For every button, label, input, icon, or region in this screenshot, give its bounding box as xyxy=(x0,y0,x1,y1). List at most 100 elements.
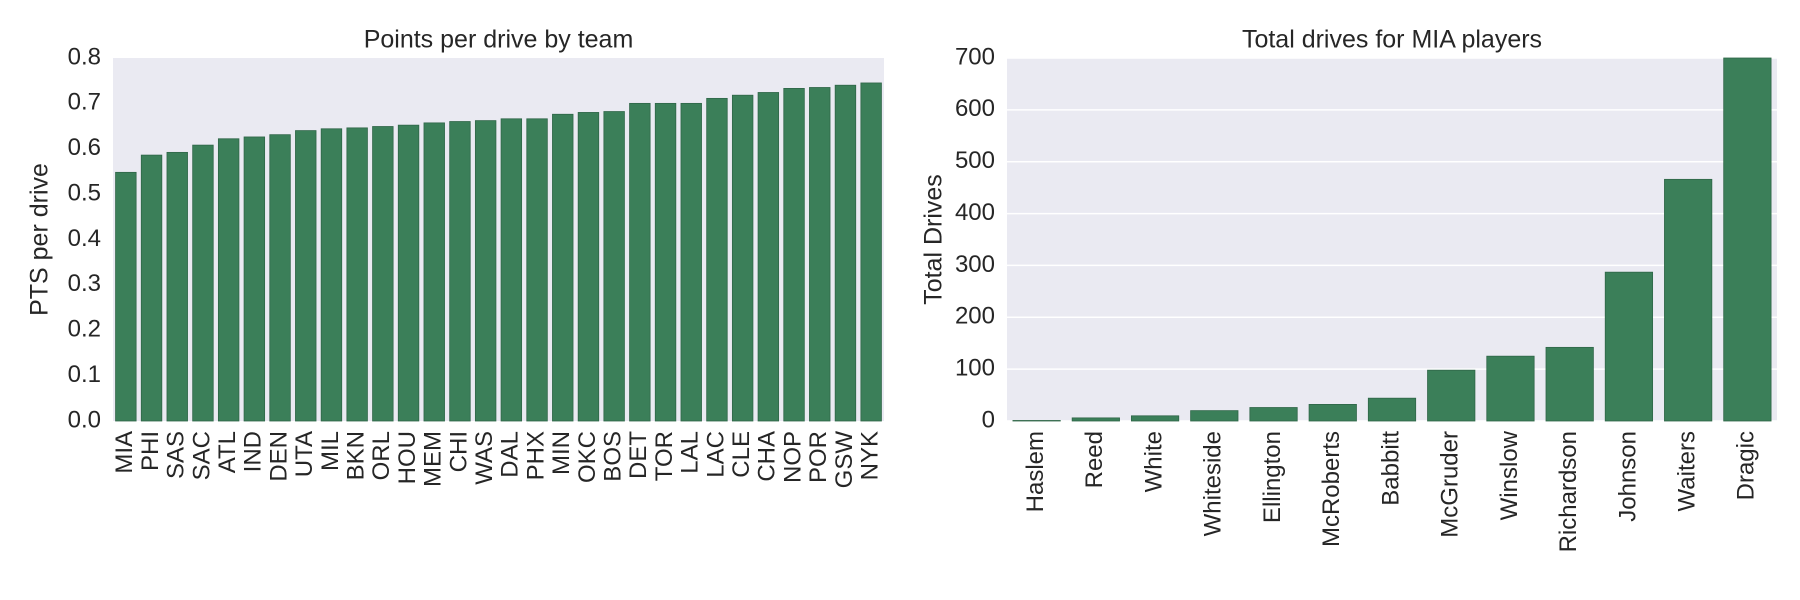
bar xyxy=(320,128,343,422)
bar xyxy=(372,126,394,422)
bar xyxy=(731,94,754,422)
x-tick-label: TOR xyxy=(651,431,678,481)
x-tick-label: BOS xyxy=(599,431,626,482)
y-tick-label: 0.2 xyxy=(68,316,101,343)
x-tick-label: SAC xyxy=(188,431,215,480)
chart-title: Points per drive by team xyxy=(364,26,634,54)
x-tick-label: PHI xyxy=(137,431,164,471)
plot-area xyxy=(1007,58,1777,421)
bar xyxy=(397,124,420,422)
x-tick-label: MIL xyxy=(317,431,344,471)
x-tick-label: DEN xyxy=(265,431,292,482)
x-tick-label: ATL xyxy=(214,431,241,473)
bar xyxy=(1664,178,1713,422)
x-tick-label: IND xyxy=(240,431,267,472)
bar xyxy=(783,88,805,422)
y-tick-label: 300 xyxy=(955,251,995,278)
bar xyxy=(1130,415,1180,422)
y-tick-label: 0.5 xyxy=(68,179,101,206)
bar xyxy=(526,118,548,422)
bar xyxy=(1071,417,1120,422)
x-tick-label: Richardson xyxy=(1555,431,1582,552)
x-tick-label: POR xyxy=(805,431,832,483)
bar xyxy=(834,84,857,422)
x-tick-label: OKC xyxy=(574,431,601,483)
x-tick-label: DAL xyxy=(497,431,524,478)
x-tick-label: DET xyxy=(625,431,652,479)
x-tick-label: CHA xyxy=(754,431,781,482)
x-tick-label: BKN xyxy=(342,431,369,480)
bar xyxy=(346,127,368,422)
x-tick-label: Winslow xyxy=(1496,430,1523,520)
x-tick-label: White xyxy=(1140,431,1167,492)
y-tick-label: 200 xyxy=(955,303,995,330)
x-tick-label: CHI xyxy=(445,431,472,472)
x-tick-label: Waiters xyxy=(1673,431,1700,511)
bar xyxy=(1604,271,1654,422)
y-tick-label: 500 xyxy=(955,147,995,174)
x-tick-label: Ellington xyxy=(1259,431,1286,523)
plot-area xyxy=(113,58,884,421)
bar xyxy=(654,102,677,422)
x-tick-label: Haslem xyxy=(1022,431,1049,512)
bar xyxy=(1190,410,1239,422)
x-tick-label: McGruder xyxy=(1437,431,1464,538)
y-tick-label: 700 xyxy=(955,43,995,70)
y-tick-label: 0.1 xyxy=(68,361,101,388)
bar xyxy=(166,151,188,422)
y-tick-label: 0.8 xyxy=(68,43,101,70)
bar xyxy=(1723,57,1772,422)
y-tick-label: 0.0 xyxy=(68,406,101,433)
bar xyxy=(577,112,600,422)
bar xyxy=(500,118,523,422)
x-tick-label: Babbitt xyxy=(1377,431,1404,506)
bar xyxy=(1012,420,1061,422)
y-tick-label: 0.6 xyxy=(68,134,101,161)
x-tick-label: NOP xyxy=(779,431,806,483)
y-tick-label: 0.7 xyxy=(68,89,101,116)
y-tick-label: 0 xyxy=(982,406,995,433)
y-tick-label: 100 xyxy=(955,354,995,381)
bar xyxy=(140,154,163,422)
x-tick-label: Reed xyxy=(1081,431,1108,488)
bar xyxy=(603,111,625,422)
bar xyxy=(449,121,471,422)
x-tick-label: MIA xyxy=(111,431,138,474)
bar xyxy=(552,113,574,422)
y-axis-label: Total Drives xyxy=(920,174,948,305)
bar xyxy=(1545,346,1594,422)
bar xyxy=(629,102,651,422)
bar xyxy=(1367,397,1417,422)
bar xyxy=(269,134,291,422)
chart-title: Total drives for MIA players xyxy=(1242,26,1542,54)
x-tick-label: UTA xyxy=(291,431,318,477)
bar xyxy=(680,102,702,422)
x-tick-label: MIN xyxy=(548,431,575,475)
y-tick-label: 0.4 xyxy=(68,225,101,252)
y-tick-label: 400 xyxy=(955,199,995,226)
x-tick-label: ORL xyxy=(368,431,395,480)
x-tick-label: PHX xyxy=(522,431,549,480)
x-tick-label: Dragic xyxy=(1733,431,1760,500)
x-tick-label: CLE xyxy=(728,431,755,478)
bar xyxy=(115,171,137,422)
bar xyxy=(706,97,728,422)
x-tick-label: LAC xyxy=(702,431,729,478)
y-tick-label: 600 xyxy=(955,95,995,122)
bar xyxy=(757,92,780,422)
y-axis-label: PTS per drive xyxy=(26,163,54,316)
x-tick-label: SAS xyxy=(163,431,190,479)
bar xyxy=(860,82,882,422)
x-tick-label: NYK xyxy=(856,431,883,480)
bar xyxy=(192,144,214,422)
bar xyxy=(243,136,266,422)
x-tick-label: LAL xyxy=(677,431,704,474)
bar xyxy=(1308,404,1357,422)
bar xyxy=(1486,355,1535,422)
x-tick-label: WAS xyxy=(471,431,498,485)
y-tick-label: 0.3 xyxy=(68,270,101,297)
x-tick-label: McRoberts xyxy=(1318,431,1345,547)
x-tick-label: MEM xyxy=(420,431,447,487)
